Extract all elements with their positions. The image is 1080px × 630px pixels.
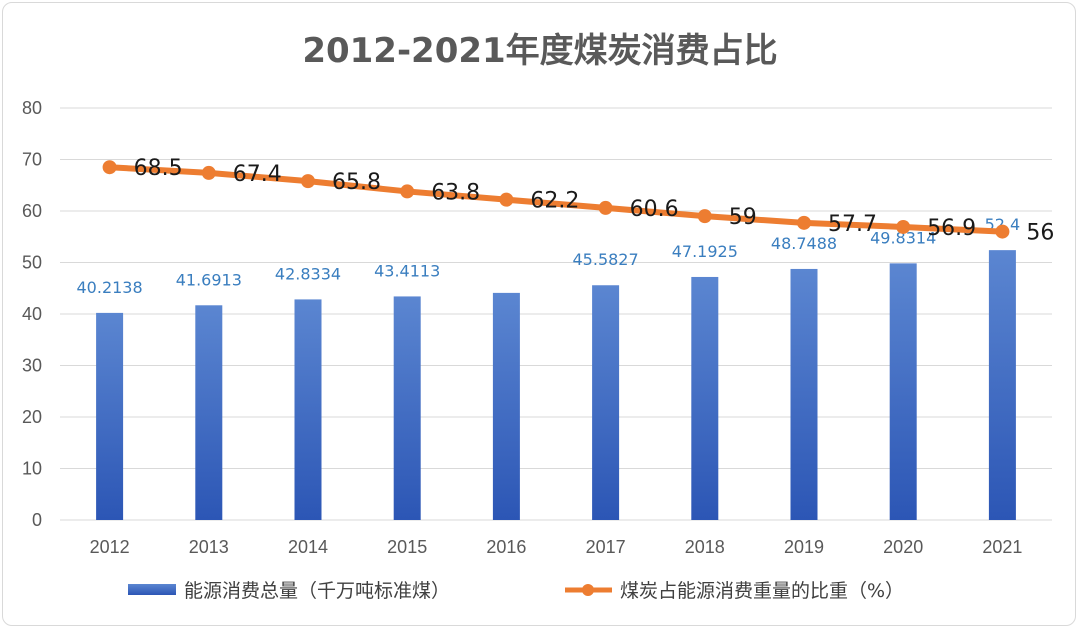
gridlines — [60, 107, 1052, 521]
x-tick-label-9: 2021 — [982, 537, 1022, 557]
line-label-2013: 67.4 — [233, 162, 282, 187]
bar-label-2017: 45.5827 — [573, 250, 639, 269]
x-tick-label-1: 2013 — [189, 537, 229, 557]
line-series — [102, 160, 1010, 239]
y-tick-label-8: 80 — [22, 98, 42, 118]
line-point-2019 — [797, 215, 811, 230]
bar-label-2018: 47.1925 — [672, 242, 738, 261]
chart-title: 2012-2021年度煤炭消费占比 — [302, 31, 777, 71]
line-point-2013 — [201, 165, 216, 180]
bar-2015 — [393, 296, 421, 520]
bar-label-2015: 43.4113 — [374, 261, 440, 280]
line-point-2021 — [995, 224, 1010, 239]
x-tick-label-8: 2020 — [883, 537, 923, 557]
legend-bar-label: 能源消费总量（千万吨标准煤） — [184, 580, 450, 602]
legend-line-label: 煤炭占能源消费重量的比重（%） — [620, 580, 904, 602]
bar-2018 — [691, 276, 719, 520]
y-tick-label-6: 60 — [22, 201, 42, 221]
bar-label-2012: 40.2138 — [77, 278, 143, 297]
y-axis: 0 10 20 30 40 50 60 70 80 — [22, 98, 42, 530]
bar-label-2019: 48.7488 — [771, 234, 837, 253]
x-axis: 2012 2013 2014 2015 2016 2017 2018 2019 2020 2021 — [90, 537, 1023, 557]
line-label-2018: 59 — [729, 205, 757, 230]
line-path — [106, 164, 1006, 235]
legend-item-line: 煤炭占能源消费重量的比重（%） — [565, 580, 904, 602]
line-point-2020 — [896, 219, 911, 234]
x-tick-label-2: 2014 — [288, 537, 328, 557]
bar-2014 — [294, 299, 322, 520]
line-label-2016: 62.2 — [530, 189, 579, 214]
line-point-2016 — [499, 192, 514, 207]
line-label-2019: 57.7 — [828, 212, 877, 237]
legend-bar-swatch — [128, 584, 176, 595]
bar-2017 — [592, 285, 620, 520]
y-tick-label-2: 20 — [22, 407, 42, 427]
legend-item-bar: 能源消费总量（千万吨标准煤） — [128, 580, 450, 602]
line-point-2017 — [598, 200, 613, 215]
bar-label-2020: 49.8314 — [870, 228, 936, 247]
line-point-2018 — [697, 209, 712, 224]
y-tick-label-5: 50 — [22, 253, 42, 273]
line-point-2015 — [400, 184, 415, 199]
line-point-2014 — [301, 174, 315, 189]
x-tick-label-3: 2015 — [387, 537, 427, 557]
bar-2020 — [889, 263, 917, 520]
x-tick-label-4: 2016 — [486, 537, 526, 557]
bar-series — [96, 250, 1016, 520]
x-tick-label-5: 2017 — [586, 537, 626, 557]
bar-labels: 40.2138 41.6913 42.8334 43.4113 45.5827 47.19… — [77, 215, 1021, 297]
line-label-2020: 56.9 — [927, 216, 976, 241]
x-tick-label-7: 2019 — [784, 537, 824, 557]
y-tick-label-3: 30 — [22, 356, 42, 376]
x-tick-label-6: 2018 — [685, 537, 725, 557]
line-label-2017: 60.6 — [630, 197, 679, 222]
line-label-2021: 56 — [1026, 221, 1054, 246]
y-tick-label-4: 40 — [22, 304, 42, 324]
line-point-2012 — [102, 160, 117, 175]
line-label-2015: 63.8 — [431, 180, 480, 205]
bar-2012 — [96, 312, 124, 520]
bar-label-2013: 41.6913 — [176, 270, 242, 289]
legend-line-marker — [582, 584, 594, 596]
bar-2013 — [195, 305, 223, 520]
line-label-2014: 65.8 — [332, 170, 381, 195]
x-tick-label-0: 2012 — [90, 537, 130, 557]
line-label-2012: 68.5 — [134, 156, 183, 181]
bar-2021 — [988, 250, 1016, 520]
y-tick-label-0: 0 — [32, 510, 42, 530]
line-labels: 68.5 67.4 65.8 63.8 62.2 60.6 59 57.7 56.9 56 — [134, 156, 1055, 245]
bar-2016 — [492, 292, 520, 520]
bar-label-2014: 42.8334 — [275, 264, 341, 283]
y-tick-label-7: 70 — [22, 150, 42, 170]
y-tick-label-1: 10 — [22, 459, 42, 479]
legend: 能源消费总量（千万吨标准煤） 煤炭占能源消费重量的比重（%） — [128, 580, 904, 602]
bar-2019 — [790, 268, 818, 520]
